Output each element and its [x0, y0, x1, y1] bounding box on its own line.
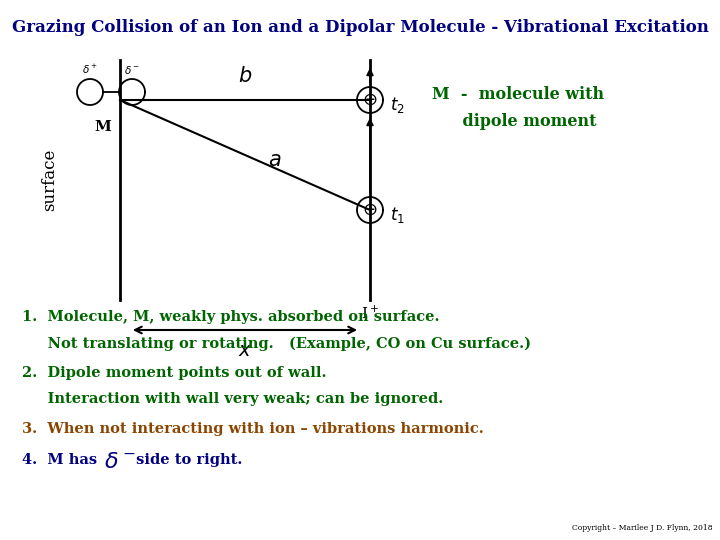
Text: 2.  Dipole moment points out of wall.: 2. Dipole moment points out of wall.	[22, 366, 326, 380]
Text: $\oplus$: $\oplus$	[362, 91, 378, 109]
Text: 4.  M has: 4. M has	[22, 453, 102, 467]
Text: $\delta^+$: $\delta^+$	[82, 63, 98, 76]
Text: Copyright – Marilee J D. Flynn, 2018: Copyright – Marilee J D. Flynn, 2018	[572, 524, 713, 532]
Text: $t_1$: $t_1$	[390, 205, 405, 225]
Text: $\delta^-$: $\delta^-$	[124, 64, 140, 76]
Text: M  -  molecule with: M - molecule with	[432, 86, 605, 103]
Text: $b$: $b$	[238, 66, 252, 86]
Text: $x$: $x$	[238, 342, 252, 360]
Text: 1.  Molecule, M, weakly phys. absorbed on surface.: 1. Molecule, M, weakly phys. absorbed on…	[22, 310, 439, 325]
Text: side to right.: side to right.	[131, 453, 243, 467]
Text: Not translating or rotating.   (Example, CO on Cu surface.): Not translating or rotating. (Example, C…	[22, 336, 531, 351]
Text: Interaction with wall very weak; can be ignored.: Interaction with wall very weak; can be …	[22, 392, 443, 406]
Text: $\oplus$: $\oplus$	[362, 201, 378, 219]
Text: dipole moment: dipole moment	[440, 113, 597, 130]
Text: $a$: $a$	[269, 151, 282, 170]
Text: $t_2$: $t_2$	[390, 95, 405, 115]
Text: surface: surface	[42, 149, 58, 211]
Text: I$^+$: I$^+$	[361, 305, 379, 322]
Text: $\delta^-$: $\delta^-$	[104, 451, 136, 473]
Text: M: M	[94, 120, 111, 134]
Text: 3.  When not interacting with ion – vibrations harmonic.: 3. When not interacting with ion – vibra…	[22, 422, 483, 436]
Text: Grazing Collision of an Ion and a Dipolar Molecule - Vibrational Excitation: Grazing Collision of an Ion and a Dipola…	[12, 19, 708, 36]
